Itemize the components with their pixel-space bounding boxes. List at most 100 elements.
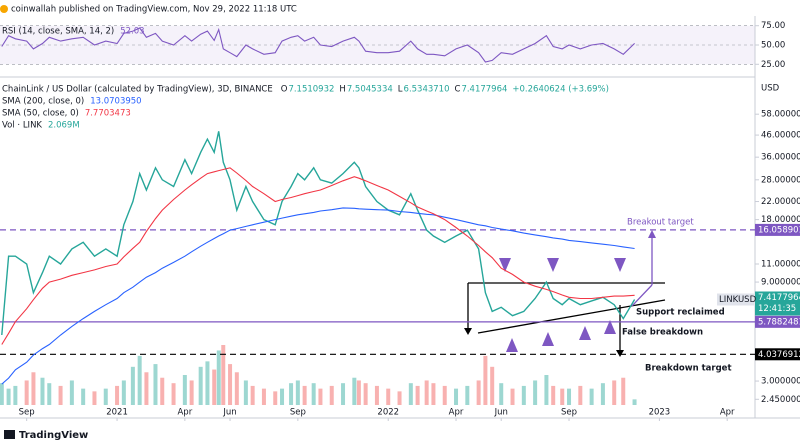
volume-bar [510,388,515,405]
volume-bar [499,383,504,405]
ohlc-value: 7.1510932 [288,85,334,95]
volume-bar [92,391,97,405]
x-tick-label: Apr [177,408,192,418]
down-arrow [499,258,511,272]
volume-bar [600,383,605,405]
volume-bar [182,375,187,405]
y-tick-label: 3.0000000 [761,377,800,387]
volume-bar [115,385,120,405]
volume-bar [490,366,495,405]
volume-bar [442,385,447,405]
ohlc-label: L [398,85,403,95]
volume-bar [13,385,18,405]
volume-bar [329,385,334,405]
volume-bar [198,366,203,405]
series-line [1,207,635,385]
up-arrow [542,332,554,346]
price-tag [755,315,800,328]
y-tick-label: 50.00 [761,41,785,51]
volume-bar [397,391,402,405]
volume-bar [234,372,239,405]
price-tag-label: 16.0589014 [758,225,800,235]
y-tick-label: 2.4500000 [761,395,800,405]
y-tick-label: 11.0000000 [761,259,800,269]
ohlc-value: 7.5045334 [347,85,393,95]
volume-bar [374,385,379,405]
series-line [1,27,635,63]
last-price: 7.4177964 [758,293,800,303]
x-tick-label: Jun [494,408,508,418]
support-trendline [477,299,666,334]
y-tick-label: 58.0000000 [761,110,800,120]
breakout-path [631,284,653,307]
ohlc-label: O [281,85,288,95]
volume-bar [24,380,29,405]
price-tag [755,223,800,236]
y-tick-label: 9.0000000 [761,278,800,288]
ohlc-label: C [455,85,461,95]
y-tick-label: 46.0000000 [761,131,800,141]
arrowhead [616,350,624,357]
volume-bar [295,380,300,405]
symbol-label: LINKUSD [719,295,757,305]
legend-name: Vol · LINK [2,121,42,131]
volume-bar [58,385,63,405]
volume-bar [311,383,316,405]
volume-bar [273,391,278,405]
volume-bar [6,388,11,405]
x-tick-label: Jun [222,408,236,418]
ohlc-label: H [339,85,345,95]
volume-bar [589,388,594,405]
chart-title: ChainLink / US Dollar (calculated by Tra… [2,85,273,95]
y-tick-label: 25.00 [761,60,785,70]
volume-bar [408,383,413,405]
legend-name: RSI (14, close, SMA, 14, 2) [2,27,114,37]
volume-bar [483,355,488,405]
brand: TradingView [19,430,88,441]
volume-bar [567,388,572,405]
volume-bar [318,388,323,405]
price-tag-label: 4.0376912 [758,350,800,360]
volume-bar [560,388,565,405]
down-arrow [614,258,626,272]
drawings [464,230,666,357]
volume-bar [415,385,420,405]
series-line [1,131,636,336]
up-arrow [579,326,591,340]
volume-bar [221,345,226,405]
price-tag [755,348,800,361]
y-tick-label: 36.0000000 [761,153,800,163]
y-tick-label: 75.00 [761,21,785,31]
volume-bar [578,385,583,405]
volume-bar [454,388,459,405]
volume-bar [160,377,165,405]
volume-bar [533,380,538,405]
volume-bar [476,380,481,405]
publisher: coinwallah published on TradingView.com,… [11,5,297,15]
volume-bar [302,385,307,405]
y-tick-label: 28.0000000 [761,175,800,185]
volume-bar [0,383,4,405]
legend-value: 52.03 [120,27,144,37]
volume-bar [189,380,194,405]
volume-bar [81,388,86,405]
volume-bar [40,377,45,405]
x-tick-label: Sep [561,408,577,418]
legend-name: SMA (50, close, 0) [2,109,79,119]
volume-bar [612,380,617,405]
countdown: 12:41:35 [758,304,796,314]
annotation: Breakout target [627,218,694,228]
logo [4,430,15,439]
price-tag-label: 5.7882481 [758,317,800,327]
last-price-tag [755,291,800,316]
x-tick-label: 2023 [649,408,671,418]
legend-value: 7.7703473 [85,109,131,119]
down-arrow [547,258,559,272]
volume-bar [431,383,436,405]
volume-bar [356,380,361,405]
volume-bar [261,388,266,405]
volume-bar [130,366,135,405]
volume-bar [205,361,210,405]
volume-bar [280,388,285,405]
x-tick-label: Sep [290,408,306,418]
